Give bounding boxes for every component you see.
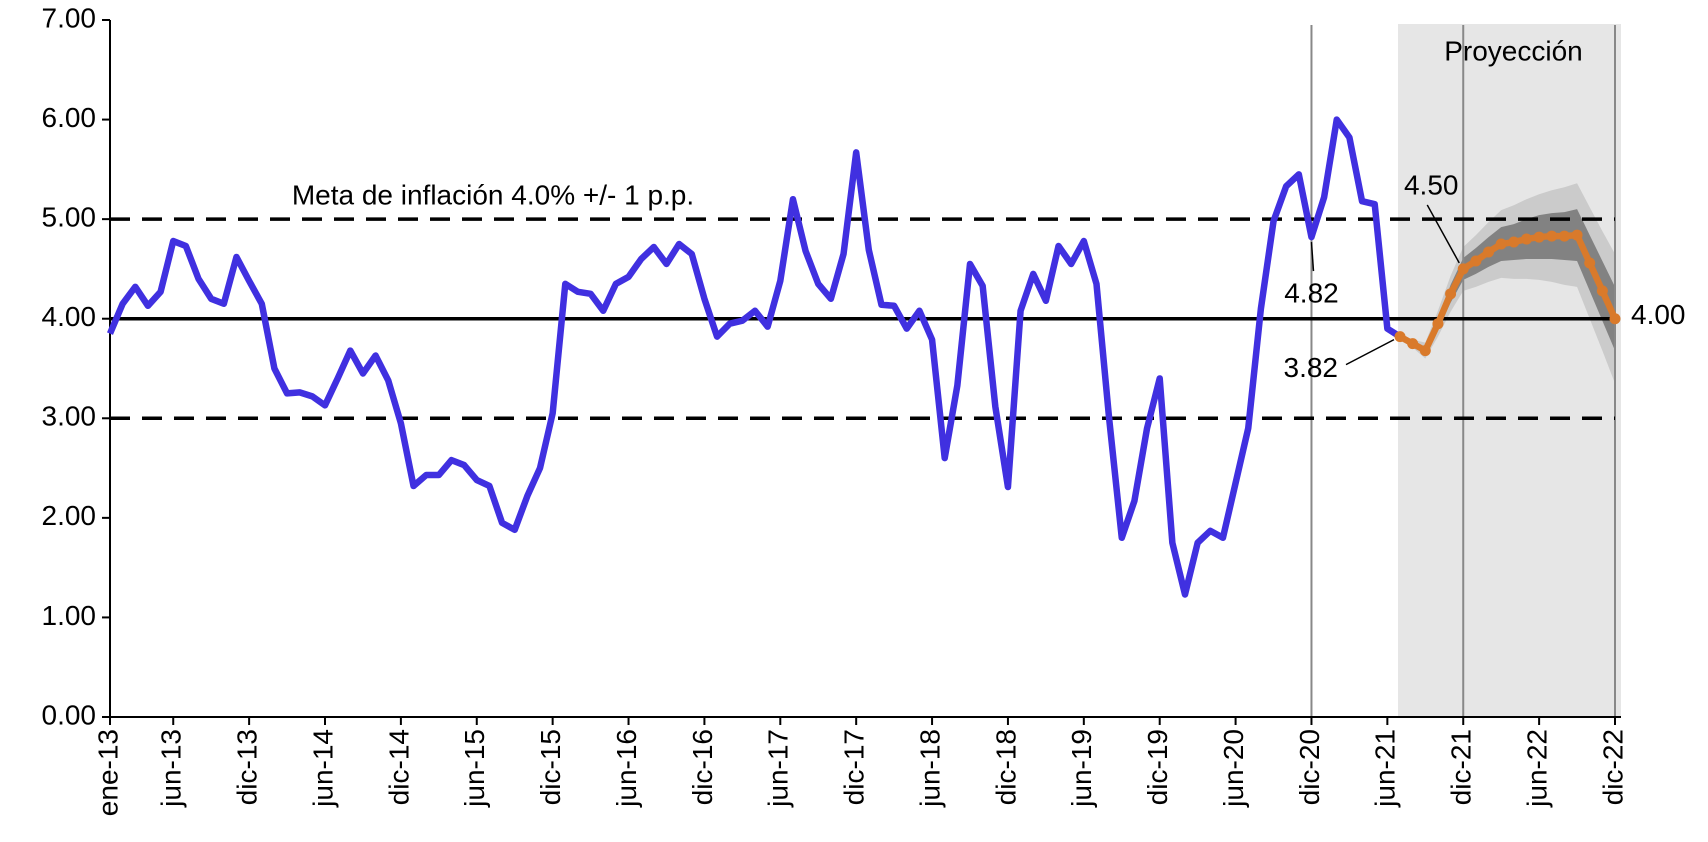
x-tick-label: jun-16 — [611, 729, 642, 808]
x-tick-label: dic-18 — [990, 729, 1021, 805]
series-marker — [1533, 231, 1545, 243]
label-leader — [1345, 338, 1395, 366]
value-label: 4.82 — [1284, 277, 1339, 308]
x-tick-label: dic-17 — [839, 729, 870, 805]
value-label: 3.82 — [1284, 352, 1339, 383]
x-tick-label: jun-17 — [763, 729, 794, 808]
series-marker — [1558, 230, 1570, 242]
projection-region — [1398, 24, 1621, 717]
x-tick-label: dic-20 — [1294, 729, 1325, 805]
x-tick-label: dic-19 — [1142, 729, 1173, 805]
label-leader — [1426, 204, 1460, 264]
series-marker — [1470, 255, 1482, 267]
value-label: 4.50 — [1404, 169, 1459, 200]
y-tick-label: 4.00 — [42, 301, 97, 332]
label-leader — [1310, 242, 1315, 272]
x-tick-label: jun-22 — [1522, 729, 1553, 808]
reference-label: Meta de inflación 4.0% +/- 1 p.p. — [292, 179, 694, 210]
projection-label: Proyección — [1444, 35, 1583, 66]
series-marker — [1508, 236, 1520, 248]
x-tick-label: jun-13 — [156, 729, 187, 808]
x-tick-label: jun-21 — [1370, 729, 1401, 808]
series-marker — [1520, 233, 1532, 245]
x-tick-label: dic-22 — [1597, 729, 1628, 805]
x-tick-label: dic-16 — [687, 729, 718, 805]
x-tick-label: ene-13 — [92, 729, 123, 816]
series-marker — [1546, 230, 1558, 242]
series-marker — [1495, 238, 1507, 250]
series-marker — [1571, 229, 1583, 241]
y-tick-label: 1.00 — [42, 600, 97, 631]
series-marker — [1483, 246, 1495, 258]
fan-band — [1400, 209, 1615, 355]
series-marker — [1609, 313, 1621, 325]
y-tick-label: 7.00 — [42, 2, 97, 33]
series-marker — [1445, 288, 1457, 300]
y-tick-label: 0.00 — [42, 699, 97, 730]
y-tick-label: 3.00 — [42, 401, 97, 432]
value-label: 4.00 — [1631, 299, 1686, 330]
series-marker — [1394, 331, 1406, 343]
x-tick-label: dic-21 — [1446, 729, 1477, 805]
series-marker — [1419, 345, 1431, 357]
x-tick-label: jun-19 — [1066, 729, 1097, 808]
x-tick-label: dic-15 — [535, 729, 566, 805]
x-tick-label: jun-20 — [1218, 729, 1249, 808]
y-tick-label: 5.00 — [42, 202, 97, 233]
series-marker — [1432, 318, 1444, 330]
series-marker — [1457, 263, 1469, 275]
series-line — [107, 116, 1402, 598]
x-tick-label: dic-14 — [383, 729, 414, 805]
x-tick-label: jun-18 — [914, 729, 945, 808]
series-marker — [1596, 285, 1608, 297]
series-marker — [1584, 257, 1596, 269]
y-tick-label: 6.00 — [42, 102, 97, 133]
x-tick-label: jun-15 — [459, 729, 490, 808]
y-tick-label: 2.00 — [42, 500, 97, 531]
series-marker — [1407, 338, 1419, 350]
x-tick-label: jun-14 — [307, 729, 338, 808]
x-tick-label: dic-13 — [232, 729, 263, 805]
